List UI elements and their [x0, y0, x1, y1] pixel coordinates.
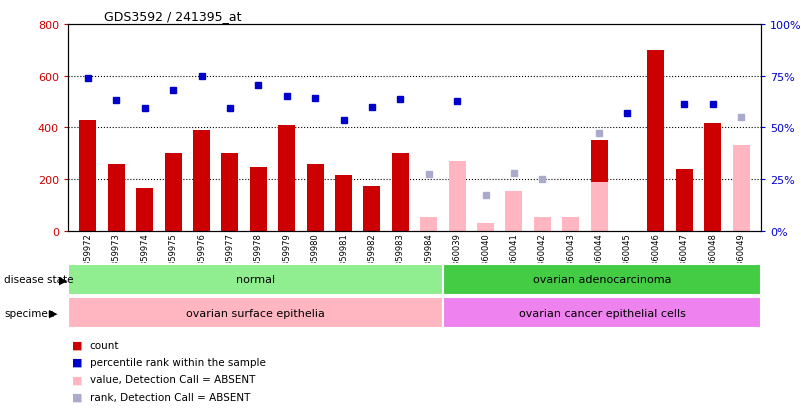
Bar [533, 217, 551, 231]
Bar [165, 154, 182, 231]
Bar [421, 217, 437, 231]
Bar [590, 141, 608, 231]
Text: disease state: disease state [4, 275, 74, 285]
Bar [704, 124, 721, 231]
Bar [68, 264, 444, 295]
Bar [444, 297, 761, 328]
Text: GDS3592 / 241395_at: GDS3592 / 241395_at [104, 10, 242, 23]
Bar [676, 169, 693, 231]
Text: ■: ■ [72, 340, 83, 350]
Text: ovarian surface epithelia: ovarian surface epithelia [187, 308, 325, 318]
Text: percentile rank within the sample: percentile rank within the sample [90, 357, 266, 367]
Bar [278, 126, 296, 231]
Bar [250, 168, 267, 231]
Bar [193, 131, 210, 231]
Text: ■: ■ [72, 392, 83, 402]
Bar [590, 182, 608, 231]
Bar [364, 186, 380, 231]
Text: count: count [90, 340, 119, 350]
Bar [221, 154, 239, 231]
Bar [68, 297, 444, 328]
Bar [307, 164, 324, 231]
Bar [335, 176, 352, 231]
Bar [505, 191, 522, 231]
Text: ▶: ▶ [59, 275, 68, 285]
Bar [108, 164, 125, 231]
Bar [477, 223, 494, 231]
Text: ■: ■ [72, 357, 83, 367]
Text: ovarian cancer epithelial cells: ovarian cancer epithelial cells [519, 308, 686, 318]
Bar [562, 217, 579, 231]
Bar [136, 189, 153, 231]
Text: value, Detection Call = ABSENT: value, Detection Call = ABSENT [90, 375, 255, 385]
Bar [449, 161, 465, 231]
Text: ■: ■ [72, 375, 83, 385]
Bar [444, 264, 761, 295]
Text: rank, Detection Call = ABSENT: rank, Detection Call = ABSENT [90, 392, 250, 402]
Bar [79, 120, 96, 231]
Bar [733, 146, 750, 231]
Bar [647, 51, 664, 231]
Text: normal: normal [236, 275, 276, 285]
Text: specimen: specimen [4, 308, 54, 318]
Text: ▶: ▶ [49, 308, 58, 318]
Bar [392, 154, 409, 231]
Text: ovarian adenocarcinoma: ovarian adenocarcinoma [533, 275, 671, 285]
